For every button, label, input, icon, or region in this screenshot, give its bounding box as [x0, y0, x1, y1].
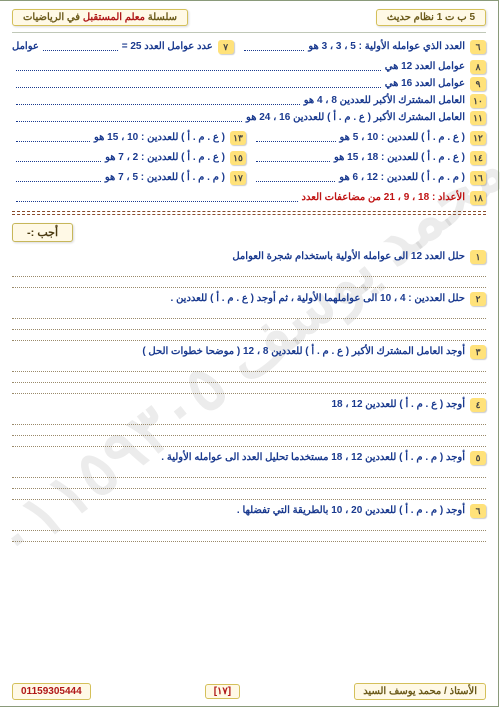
dots [17, 115, 243, 122]
dots [17, 64, 382, 71]
q-row-8: ٨ عوامل العدد 12 هي [13, 60, 487, 74]
pnum-2: ٢ [471, 292, 487, 306]
pnum-6: ٦ [471, 504, 487, 518]
qnum-17: ١٧ [231, 171, 247, 185]
qnum-10: ١٠ [471, 94, 487, 108]
q-row-18: ١٨ الأعداد : 18 ، 9 ، 21 من مضاعفات العد… [13, 191, 487, 205]
q-row-13: ١٣ ( ع . م . أ ) للعددين : 10 ، 15 هو [13, 131, 247, 145]
qtext-15: ( ع . م . أ ) للعددين : 2 ، 7 هو [106, 151, 226, 165]
qnum-18: ١٨ [471, 191, 487, 205]
answer-heading: أجب :- [13, 223, 74, 242]
q-row-10: ١٠ العامل المشترك الأكبر للعددين 8 ، 4 ه… [13, 94, 487, 108]
qtext-9: عوامل العدد 16 هي [386, 77, 466, 91]
dots [17, 155, 102, 162]
dots [17, 135, 91, 142]
qnum-13: ١٣ [231, 131, 247, 145]
qtext-12: ( ع . م . أ ) للعددين : 10 ، 5 هو [341, 131, 466, 145]
problem-3: ٣ أوجد العامل المشترك الأكبر ( ع . م . أ… [13, 345, 487, 394]
qtext-13: ( ع . م . أ ) للعددين : 10 ، 15 هو [95, 131, 226, 145]
qtext-16: ( م . م . أ ) للعددين : 12 ، 6 هو [340, 171, 466, 185]
footer-page: [١٧] [206, 684, 241, 699]
dots [257, 155, 331, 162]
qtext-6: العدد الذي عوامله الأولية : 5 ، 3 ، 3 هو [309, 40, 466, 54]
q-row-12: ١٢ ( ع . م . أ ) للعددين : 10 ، 5 هو [253, 131, 487, 145]
qnum-8: ٨ [471, 60, 487, 74]
dots [257, 175, 336, 182]
footer-phone: 01159305444 [13, 683, 92, 700]
problem-5: ٥ أوجد ( م . م . أ ) للعددين 12 ، 18 مست… [13, 451, 487, 500]
pnum-5: ٥ [471, 451, 487, 465]
pnum-1: ١ [471, 250, 487, 264]
ptext-3: أوجد العامل المشترك الأكبر ( ع . م . أ )… [143, 345, 466, 359]
q-row-7: ٧ عدد عوامل العدد 25 = عوامل [13, 40, 235, 54]
problem-1: ١ حلل العدد 12 الى عوامله الأولية باستخد… [13, 250, 487, 288]
qtail-7: عوامل [13, 40, 40, 54]
dots [17, 195, 299, 202]
problem-2: ٢ حلل العددين : 4 ، 10 الى عواملهما الأو… [13, 292, 487, 341]
problem-4: ٤ أوجد ( ع . م . أ ) للعددين 12 ، 18 [13, 398, 487, 447]
ptext-5: أوجد ( م . م . أ ) للعددين 12 ، 18 مستخد… [162, 451, 466, 465]
series-post: في الرياضيات [24, 12, 84, 23]
pnum-4: ٤ [471, 398, 487, 412]
qnum-6: ٦ [471, 40, 487, 54]
series-pre: سلسلة [146, 12, 178, 23]
header-left-badge: سلسلة معلم المستقبل في الرياضيات [13, 9, 189, 26]
q-row-17: ١٧ ( م . م . أ ) للعددين : 5 ، 7 هو [13, 171, 247, 185]
ptext-4: أوجد ( ع . م . أ ) للعددين 12 ، 18 [332, 398, 466, 412]
dots [257, 135, 337, 142]
qnum-11: ١١ [471, 111, 487, 125]
dots [17, 175, 102, 182]
dots [245, 44, 306, 51]
q-row-6: ٦ العدد الذي عوامله الأولية : 5 ، 3 ، 3 … [241, 40, 487, 54]
qtext-8: عوامل العدد 12 هي [386, 60, 466, 74]
dots [44, 44, 119, 51]
qnum-15: ١٥ [231, 151, 247, 165]
ptext-2: حلل العددين : 4 ، 10 الى عواملهما الأولي… [172, 292, 466, 306]
qtext-18: الأعداد : 18 ، 9 ، 21 من مضاعفات العدد [303, 191, 466, 205]
qnum-12: ١٢ [471, 131, 487, 145]
q-row-9: ٩ عوامل العدد 16 هي [13, 77, 487, 91]
q-row-15: ١٥ ( ع . م . أ ) للعددين : 2 ، 7 هو [13, 151, 247, 165]
qnum-14: ١٤ [471, 151, 487, 165]
qnum-16: ١٦ [471, 171, 487, 185]
dots [17, 81, 382, 88]
qtext-11: العامل المشترك الأكبر ( ع . م . أ ) للعد… [247, 111, 466, 125]
q-row-16: ١٦ ( م . م . أ ) للعددين : 12 ، 6 هو [253, 171, 487, 185]
pnum-3: ٣ [471, 345, 487, 359]
footer-teacher: الأستاذ / محمد يوسف السيد [355, 683, 487, 700]
q-row-11: ١١ العامل المشترك الأكبر ( ع . م . أ ) ل… [13, 111, 487, 125]
header: 5 ب ت 1 نظام حديث سلسلة معلم المستقبل في… [13, 9, 487, 26]
qtext-7: عدد عوامل العدد 25 = [123, 40, 214, 54]
dots [17, 98, 301, 105]
footer: الأستاذ / محمد يوسف السيد [١٧] 011593054… [13, 683, 487, 700]
series-hl: معلم المستقبل [84, 12, 146, 23]
divider [13, 32, 487, 33]
q-row-14: ١٤ ( ع . م . أ ) للعددين : 18 ، 15 هو [253, 151, 487, 165]
qtext-10: العامل المشترك الأكبر للعددين 8 ، 4 هو [305, 94, 466, 108]
qnum-7: ٧ [219, 40, 235, 54]
qnum-9: ٩ [471, 77, 487, 91]
ptext-1: حلل العدد 12 الى عوامله الأولية باستخدام… [233, 250, 466, 264]
qtext-14: ( ع . م . أ ) للعددين : 18 ، 15 هو [335, 151, 466, 165]
problem-6: ٦ أوجد ( م . م . أ ) للعددين 20 ، 10 بال… [13, 504, 487, 542]
qtext-17: ( م . م . أ ) للعددين : 5 ، 7 هو [106, 171, 226, 185]
ptext-6: أوجد ( م . م . أ ) للعددين 20 ، 10 بالطر… [238, 504, 466, 518]
header-right-badge: 5 ب ت 1 نظام حديث [377, 9, 487, 26]
section-divider [13, 211, 487, 215]
